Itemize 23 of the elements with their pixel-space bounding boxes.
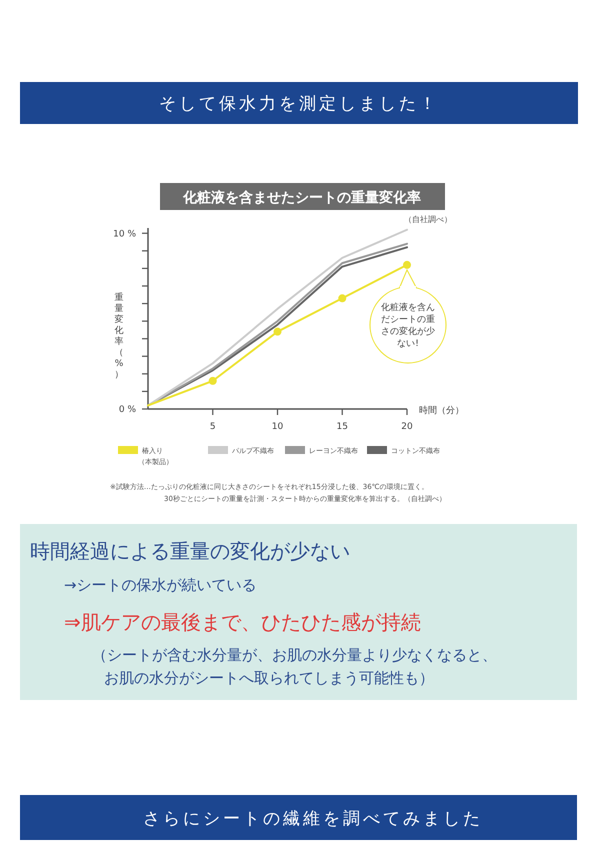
point	[338, 294, 346, 302]
y-tick-label: 10 %	[113, 229, 136, 240]
callout: 化粧液を含んだシートの重さの変化が少ない!	[370, 268, 446, 364]
y-axis-title: 重量変化率（%）	[114, 292, 124, 380]
x-tick-label: 20	[401, 422, 413, 432]
y-tick-label: 0 %	[118, 405, 136, 415]
text: お肌の水分がシートへ取られてしまう可能性も）	[104, 669, 434, 687]
x-tick-label: 15	[336, 422, 348, 432]
text: （シートが含む水分量が、お肌の水分量より少なくなると、	[92, 646, 497, 664]
x-tick-label: 5	[210, 422, 216, 432]
point	[403, 260, 411, 269]
x-tick-label: 10	[272, 422, 284, 432]
text: さらにシートの繊維を調べてみました	[143, 809, 483, 829]
text: 時間経過による重量の変化が少ない	[30, 539, 350, 563]
text: そして保水力を測定しました！	[159, 94, 439, 114]
annotation: 化粧液を含んだシートの重さの変化が少ない!	[381, 302, 435, 349]
text: （自社調べ）	[404, 215, 452, 224]
text: ⇒肌ケアの最後まで、ひたひた感が持続	[64, 610, 421, 634]
point	[274, 328, 282, 336]
text: →シートの保水が続いている	[64, 576, 257, 594]
point	[208, 376, 217, 385]
x-axis-title: 時間（分）	[419, 405, 464, 416]
chart-title: 化粧液を含ませたシートの重量変化率	[182, 189, 421, 206]
